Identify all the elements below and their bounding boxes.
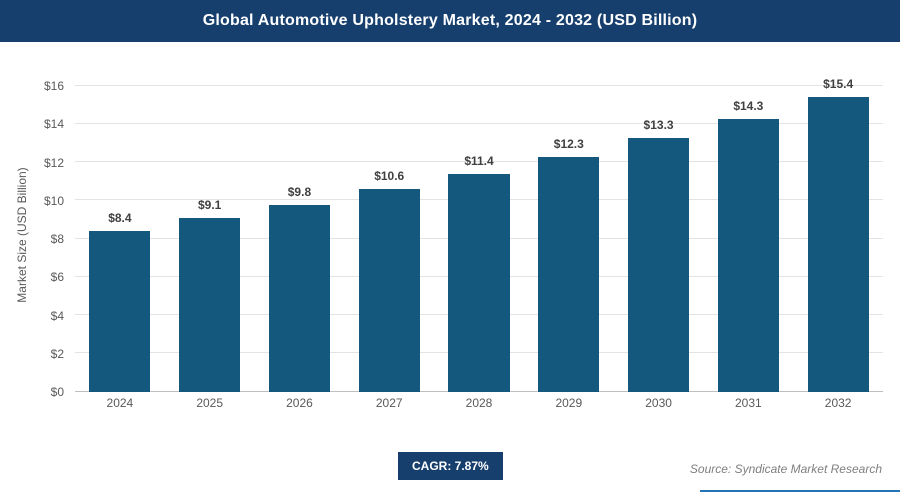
x-tick-label: 2030 xyxy=(645,396,672,410)
bar-2032: $15.4 xyxy=(807,77,869,392)
x-tick-label: 2032 xyxy=(824,396,852,410)
y-tick-label: $10 xyxy=(43,193,64,208)
chart-title: Global Automotive Upholstery Market, 202… xyxy=(202,12,698,29)
y-tick-label: $2 xyxy=(50,346,64,361)
x-tick-label: 2025 xyxy=(196,396,224,410)
bottom-accent-line xyxy=(700,490,900,492)
y-tick-label: $14 xyxy=(43,117,64,132)
x-tick-label: 2029 xyxy=(555,396,583,410)
bar-2025: $9.1 xyxy=(179,198,241,392)
chart-title-banner: Global Automotive Upholstery Market, 202… xyxy=(0,0,900,42)
bar-value-label: $11.4 xyxy=(464,153,494,168)
bar-slot: $13.3 xyxy=(614,86,704,392)
y-tick-label: $6 xyxy=(50,270,64,285)
bar-slot: $11.4 xyxy=(434,86,524,392)
bar-slot: $12.3 xyxy=(524,86,614,392)
x-axis-tick-labels: 2024 2025 2026 2027 2028 2029 2030 2031 2032 xyxy=(75,396,883,410)
bar-slot: $8.4 xyxy=(75,86,165,392)
bar-slot: $9.8 xyxy=(255,86,345,392)
bar-slot: $15.4 xyxy=(793,77,883,392)
bar-2028: $11.4 xyxy=(448,154,510,392)
bar-2024: $8.4 xyxy=(89,211,151,392)
bar-series: $8.4 $9.1 $9.8 $10.6 $11.4 $12.3 $13.3 $14.3 $15… xyxy=(75,77,883,392)
x-tick-label: 2026 xyxy=(286,396,313,410)
bar-2031: $14.3 xyxy=(717,99,779,392)
bar-slot: $10.6 xyxy=(344,86,434,392)
bar-2030: $13.3 xyxy=(628,118,690,392)
cagr-badge: CAGR: 7.87% xyxy=(398,452,503,480)
bar-value-label: $15.4 xyxy=(823,77,854,92)
bar-value-label: $9.1 xyxy=(197,197,222,212)
bar-value-label: $9.8 xyxy=(287,184,312,199)
bar-slot: $9.1 xyxy=(165,86,255,392)
bar-value-label: $8.4 xyxy=(108,211,132,226)
gridline xyxy=(75,85,883,86)
plot-area: $8.4 $9.1 $9.8 $10.6 $11.4 $12.3 $13.3 $14.3 $15… xyxy=(75,77,883,392)
gridline xyxy=(75,161,883,163)
gridline xyxy=(75,123,883,125)
bar-value-label: $10.6 xyxy=(374,169,405,184)
x-tick-label: 2028 xyxy=(465,396,493,410)
y-tick-label: $4 xyxy=(50,308,64,323)
bar-2027: $10.6 xyxy=(358,169,420,392)
bar-2029: $12.3 xyxy=(538,137,600,392)
bar-value-label: $12.3 xyxy=(553,136,584,151)
y-tick-label: $8 xyxy=(50,232,64,246)
y-tick-label: $12 xyxy=(43,155,64,170)
x-tick-label: 2027 xyxy=(375,396,403,410)
bar-value-label: $14.3 xyxy=(733,98,764,113)
source-attribution: Source: Syndicate Market Research xyxy=(689,462,882,476)
x-tick-label: 2024 xyxy=(106,396,134,410)
bar-slot: $14.3 xyxy=(703,86,793,392)
bar-2026: $9.8 xyxy=(268,185,330,392)
y-axis-tick-labels: $0 $2 $4 $6 $8 $10 $12 $14 $16 xyxy=(32,79,70,399)
y-tick-label: $16 xyxy=(43,79,64,93)
y-tick-label: $0 xyxy=(50,385,64,399)
x-tick-label: 2031 xyxy=(735,396,762,410)
bar-value-label: $13.3 xyxy=(643,117,674,132)
